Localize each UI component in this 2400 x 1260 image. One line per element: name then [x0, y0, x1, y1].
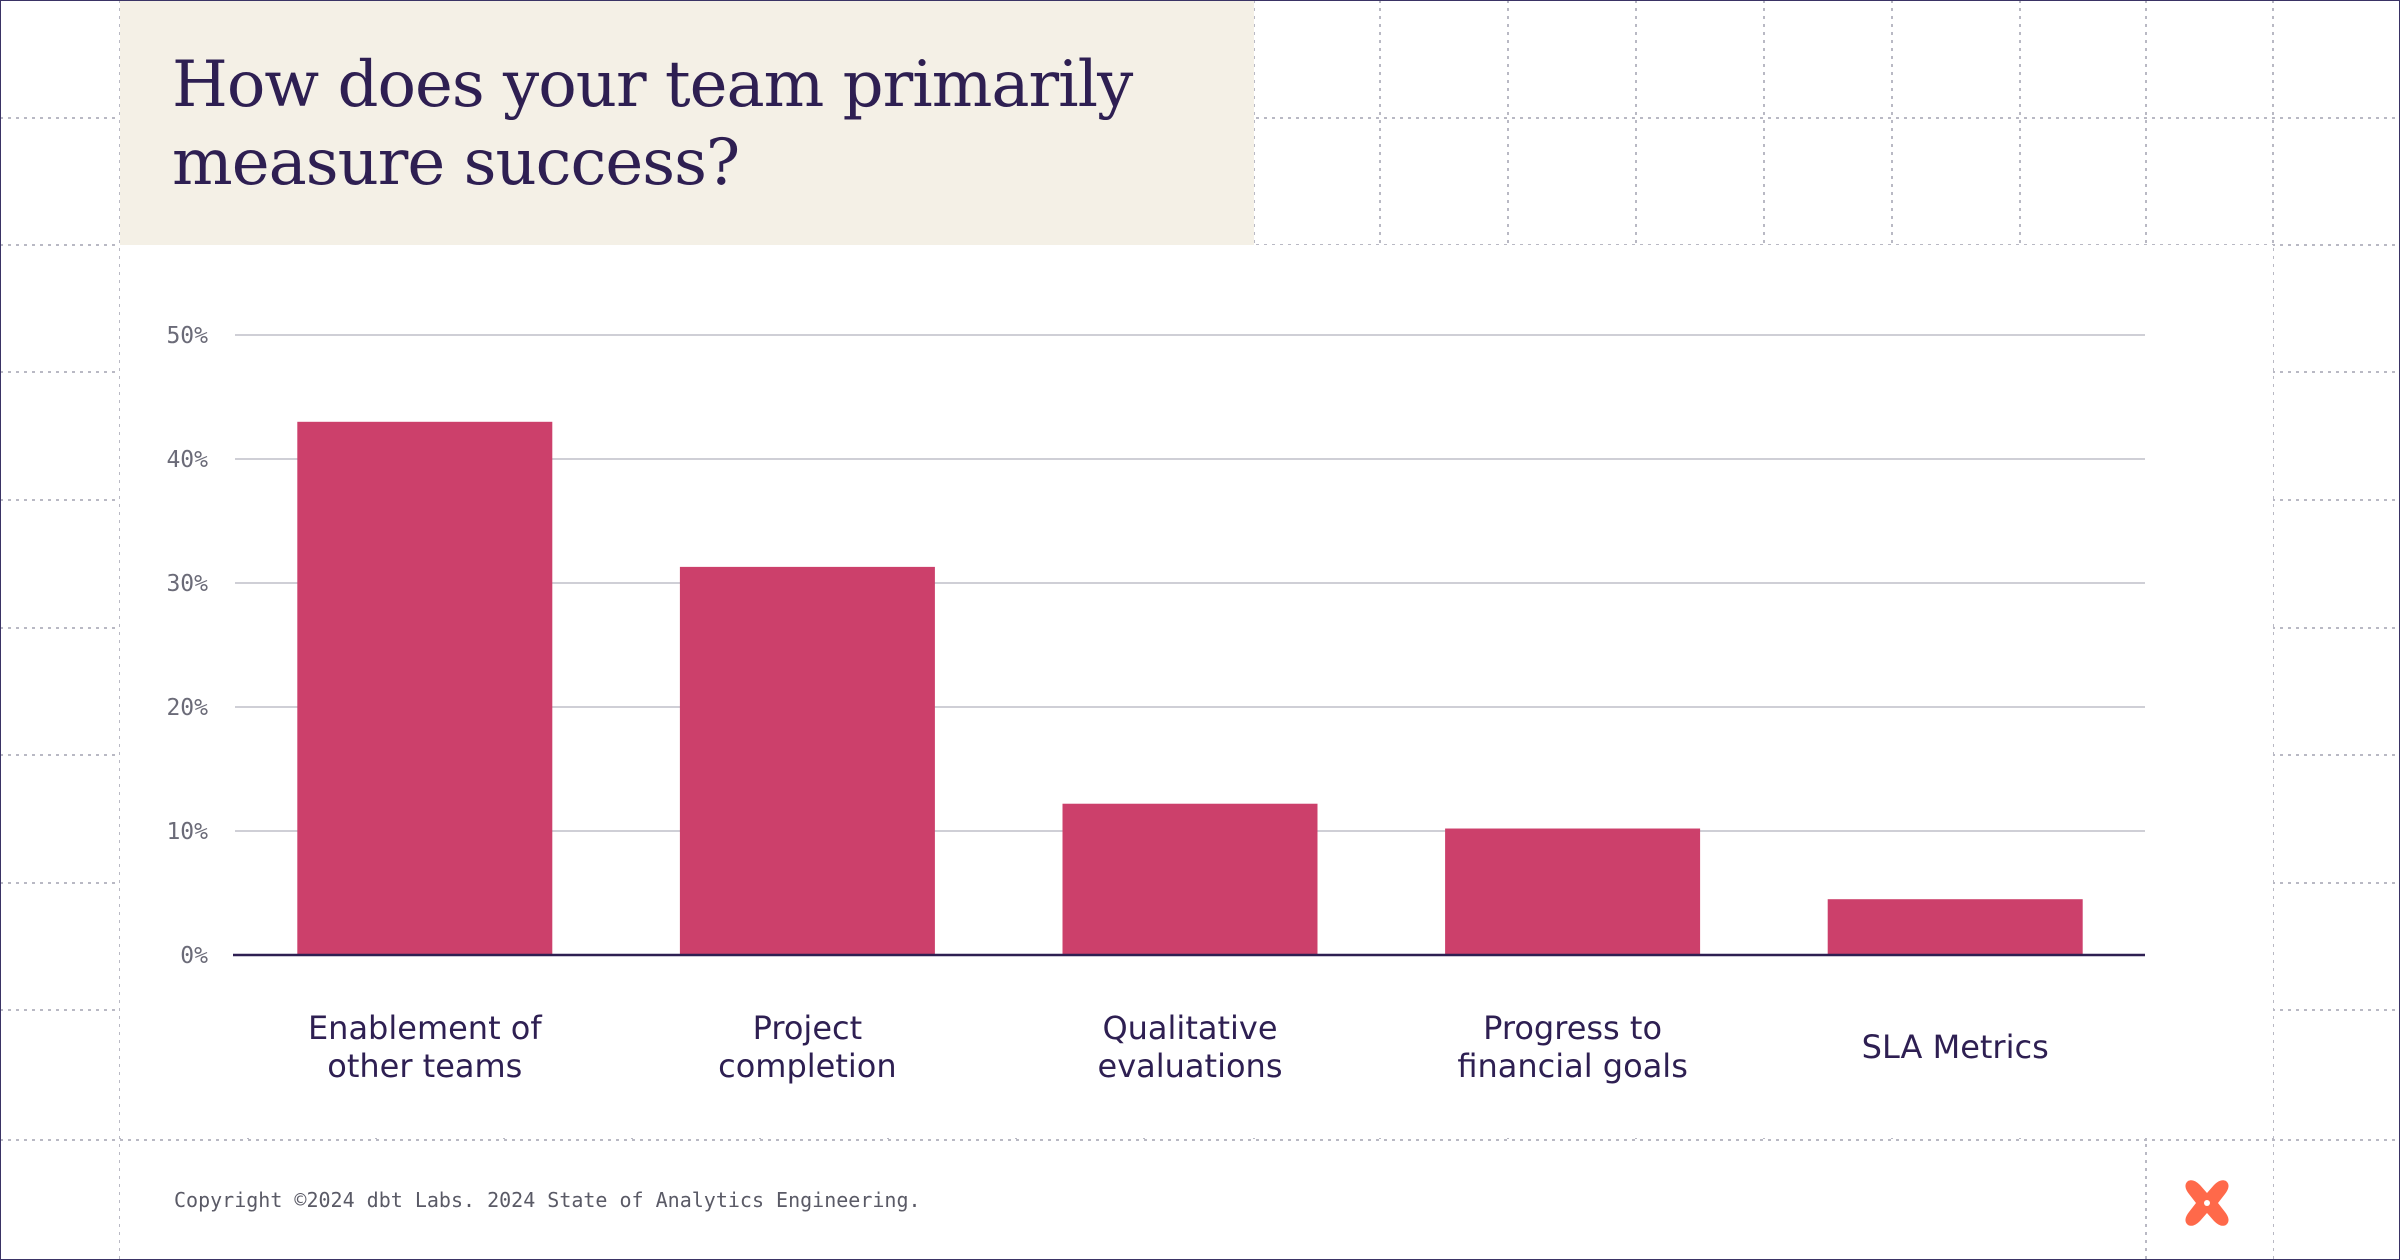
bar	[297, 421, 553, 955]
x-tick-label: Project completion	[718, 1009, 897, 1085]
footer-panel	[120, 1142, 2145, 1260]
x-tick-label: SLA Metrics	[1862, 1028, 2049, 1066]
bar	[1062, 803, 1318, 955]
page-title: How does your team primarily measure suc…	[172, 48, 1133, 200]
y-tick-label: 50%	[166, 323, 208, 349]
y-tick-label: 30%	[166, 571, 208, 597]
y-tick-label: 10%	[166, 819, 208, 845]
y-tick-label: 20%	[166, 695, 208, 721]
y-tick-label: 40%	[166, 447, 208, 473]
bar	[679, 566, 935, 955]
bar	[1445, 828, 1701, 955]
dbt-logo-icon	[2185, 1180, 2229, 1226]
copyright-text: Copyright ©2024 dbt Labs. 2024 State of …	[174, 1188, 921, 1212]
x-tick-label: Progress to financial goals	[1457, 1009, 1688, 1085]
x-tick-label: Qualitative evaluations	[1098, 1009, 1283, 1085]
bar	[1827, 899, 2083, 955]
x-tick-label: Enablement of other teams	[308, 1009, 542, 1085]
y-tick-label: 0%	[180, 943, 208, 969]
title-box	[120, 0, 1254, 245]
